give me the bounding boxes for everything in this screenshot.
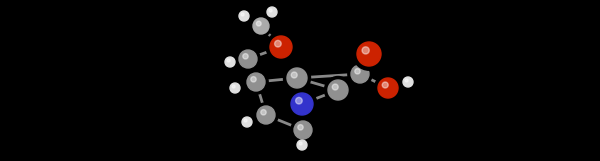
Circle shape: [267, 7, 277, 17]
Circle shape: [299, 142, 302, 145]
Circle shape: [291, 72, 297, 78]
Circle shape: [294, 121, 312, 139]
Circle shape: [261, 110, 266, 115]
Circle shape: [228, 81, 242, 95]
Circle shape: [227, 59, 230, 62]
Circle shape: [325, 76, 352, 104]
Circle shape: [284, 65, 311, 91]
Circle shape: [237, 9, 251, 23]
Circle shape: [266, 32, 296, 62]
Circle shape: [291, 118, 315, 142]
Circle shape: [348, 62, 372, 86]
Circle shape: [353, 38, 385, 70]
Circle shape: [265, 5, 279, 19]
Circle shape: [287, 89, 317, 119]
Circle shape: [251, 77, 256, 82]
Circle shape: [362, 47, 369, 54]
Circle shape: [230, 83, 240, 93]
Circle shape: [223, 55, 237, 69]
Circle shape: [378, 78, 398, 98]
Circle shape: [232, 85, 235, 88]
Circle shape: [270, 36, 292, 58]
Circle shape: [291, 93, 313, 115]
Circle shape: [328, 80, 348, 100]
Circle shape: [355, 69, 360, 74]
Circle shape: [287, 68, 307, 88]
Circle shape: [403, 77, 413, 87]
Circle shape: [243, 54, 248, 59]
Circle shape: [253, 18, 269, 34]
Circle shape: [295, 138, 309, 152]
Circle shape: [296, 97, 302, 104]
Circle shape: [256, 21, 261, 26]
Circle shape: [382, 82, 388, 88]
Circle shape: [254, 103, 278, 127]
Circle shape: [239, 11, 249, 21]
Circle shape: [239, 50, 257, 68]
Circle shape: [297, 140, 307, 150]
Circle shape: [242, 117, 252, 127]
Circle shape: [241, 13, 244, 16]
Circle shape: [332, 84, 338, 90]
Circle shape: [250, 15, 272, 37]
Circle shape: [401, 75, 415, 89]
Circle shape: [225, 57, 235, 67]
Circle shape: [351, 65, 369, 83]
Circle shape: [240, 115, 254, 129]
Circle shape: [236, 47, 260, 71]
Circle shape: [244, 119, 247, 122]
Circle shape: [275, 40, 281, 47]
Circle shape: [405, 79, 408, 82]
Circle shape: [374, 75, 401, 101]
Circle shape: [357, 42, 381, 66]
Circle shape: [298, 125, 303, 130]
Circle shape: [244, 70, 268, 94]
Circle shape: [247, 73, 265, 91]
Circle shape: [257, 106, 275, 124]
Circle shape: [269, 9, 272, 12]
